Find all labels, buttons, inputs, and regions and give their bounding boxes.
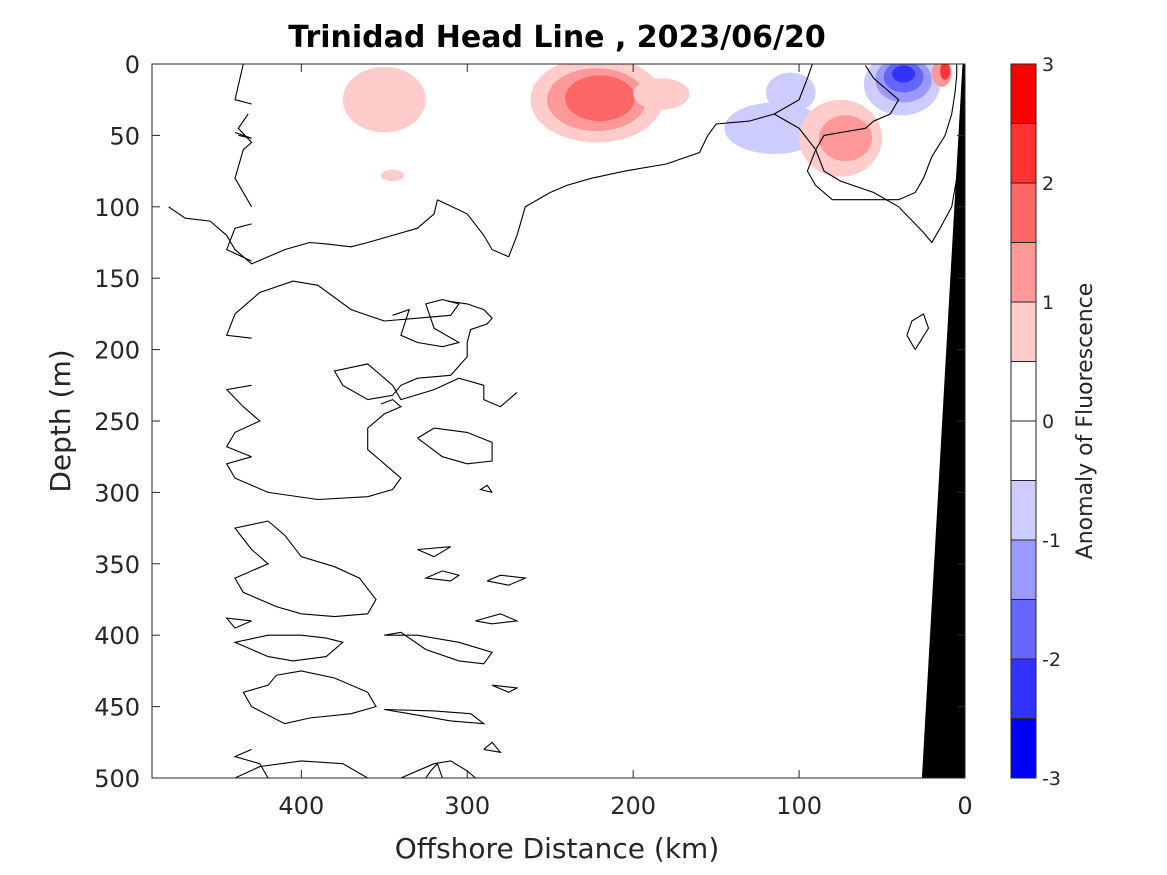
zero-contour-10	[234, 520, 377, 618]
anomaly-region-5	[633, 78, 690, 110]
colorbar-frame	[1010, 63, 1037, 779]
colorbar-tick-label: -2	[1042, 649, 1061, 671]
zero-contour-4	[225, 280, 461, 348]
colorbar-swatch	[1011, 123, 1036, 183]
x-axis-label: Offshore Distance (km)	[395, 832, 720, 865]
seafloor-shape	[921, 64, 965, 778]
y-tick-label: 0	[125, 51, 140, 79]
x-tick-label: 400	[278, 792, 324, 820]
x-tick-label: 300	[444, 792, 490, 820]
colorbar-tick-label: 3	[1042, 54, 1054, 76]
y-tick-label: 400	[94, 622, 140, 650]
y-tick-label: 100	[94, 194, 140, 222]
zero-contour-19	[384, 708, 486, 725]
anomaly-region-15	[940, 64, 951, 80]
anomaly-region-13	[891, 65, 916, 83]
zero-contour-18	[242, 670, 377, 725]
y-tick-label: 350	[94, 551, 140, 579]
anomaly-region-9	[818, 115, 873, 162]
colorbar-swatch	[1011, 361, 1036, 421]
zero-contour-8	[225, 398, 402, 501]
zero-contour-12	[423, 570, 461, 582]
zero-contour-6	[225, 384, 261, 458]
zero-contour-24	[400, 760, 476, 778]
y-tick-label: 300	[94, 479, 140, 507]
zero-contour-23	[234, 760, 368, 778]
zero-contour-29	[168, 199, 438, 265]
x-tick-label: 100	[776, 792, 822, 820]
anomaly-region-1	[380, 169, 405, 182]
y-tick-label: 450	[94, 694, 140, 722]
x-tick-label: 0	[957, 792, 972, 820]
zero-contour-26	[906, 313, 930, 350]
zero-contour-layer	[168, 64, 961, 778]
zero-contour-13	[486, 574, 528, 586]
plot-area	[152, 64, 965, 778]
y-tick-label: 500	[94, 765, 140, 793]
x-axis-ticks: 400 300 200 100 0	[278, 64, 973, 820]
colorbar-tick-label: 2	[1042, 173, 1054, 195]
x-tick-label: 200	[610, 792, 656, 820]
colorbar-swatch	[1011, 659, 1036, 719]
y-tick-label: 200	[94, 337, 140, 365]
y-axis-label: Depth (m)	[44, 349, 77, 492]
zero-contour-0	[234, 64, 252, 105]
colorbar: 3 2 1 0 -1 -2 -3	[1010, 54, 1061, 790]
chart-title: Trinidad Head Line , 2023/06/20	[288, 20, 825, 55]
colorbar-tick-label: -3	[1042, 768, 1061, 790]
zero-contour-7	[417, 427, 493, 465]
zero-contour-11	[417, 546, 451, 558]
colorbar-swatch	[1011, 302, 1036, 362]
zero-contour-20	[491, 684, 519, 693]
colorbar-swatch	[1011, 183, 1036, 243]
y-tick-label: 150	[94, 265, 140, 293]
colorbar-swatch	[1011, 64, 1036, 124]
anomaly-region-6	[724, 102, 824, 154]
zero-contour-30	[806, 64, 958, 201]
colorbar-tick-label: -1	[1042, 530, 1061, 552]
colorbar-swatch	[1011, 242, 1036, 302]
anomaly-fill-layer	[342, 64, 952, 182]
colorbar-swatch	[1011, 421, 1036, 481]
colorbar-swatch	[1011, 540, 1036, 600]
colorbar-swatch	[1011, 599, 1036, 659]
zero-contour-17	[384, 631, 493, 665]
zero-contour-16	[233, 634, 344, 662]
y-tick-label: 250	[94, 408, 140, 436]
zero-contour-5	[333, 300, 518, 408]
zero-contour-9	[479, 484, 493, 493]
zero-contour-15	[225, 617, 252, 629]
colorbar-tick-label: 0	[1042, 411, 1054, 433]
zero-contour-21	[483, 741, 502, 754]
zero-contour-1	[234, 113, 253, 208]
zero-contour-22	[233, 748, 269, 778]
zero-contour-25	[425, 762, 443, 778]
colorbar-label: Anomaly of Fluorescence	[1073, 283, 1098, 560]
anomaly-region-4	[565, 75, 635, 122]
anomaly-region-7	[765, 72, 816, 113]
colorbar-swatch	[1011, 718, 1036, 778]
colorbar-tick-label: 1	[1042, 292, 1054, 314]
zero-contour-14	[475, 613, 520, 625]
colorbar-swatch	[1011, 480, 1036, 540]
y-axis-ticks: 0 50 100 150 200 250 300 350 400 450 500	[94, 51, 965, 793]
zero-contour-2	[234, 131, 252, 139]
anomaly-region-0	[342, 66, 426, 133]
seafloor-topography	[921, 64, 965, 778]
y-tick-label: 50	[109, 122, 140, 150]
zero-contour-27	[437, 64, 813, 258]
zero-contour-3	[226, 223, 252, 262]
